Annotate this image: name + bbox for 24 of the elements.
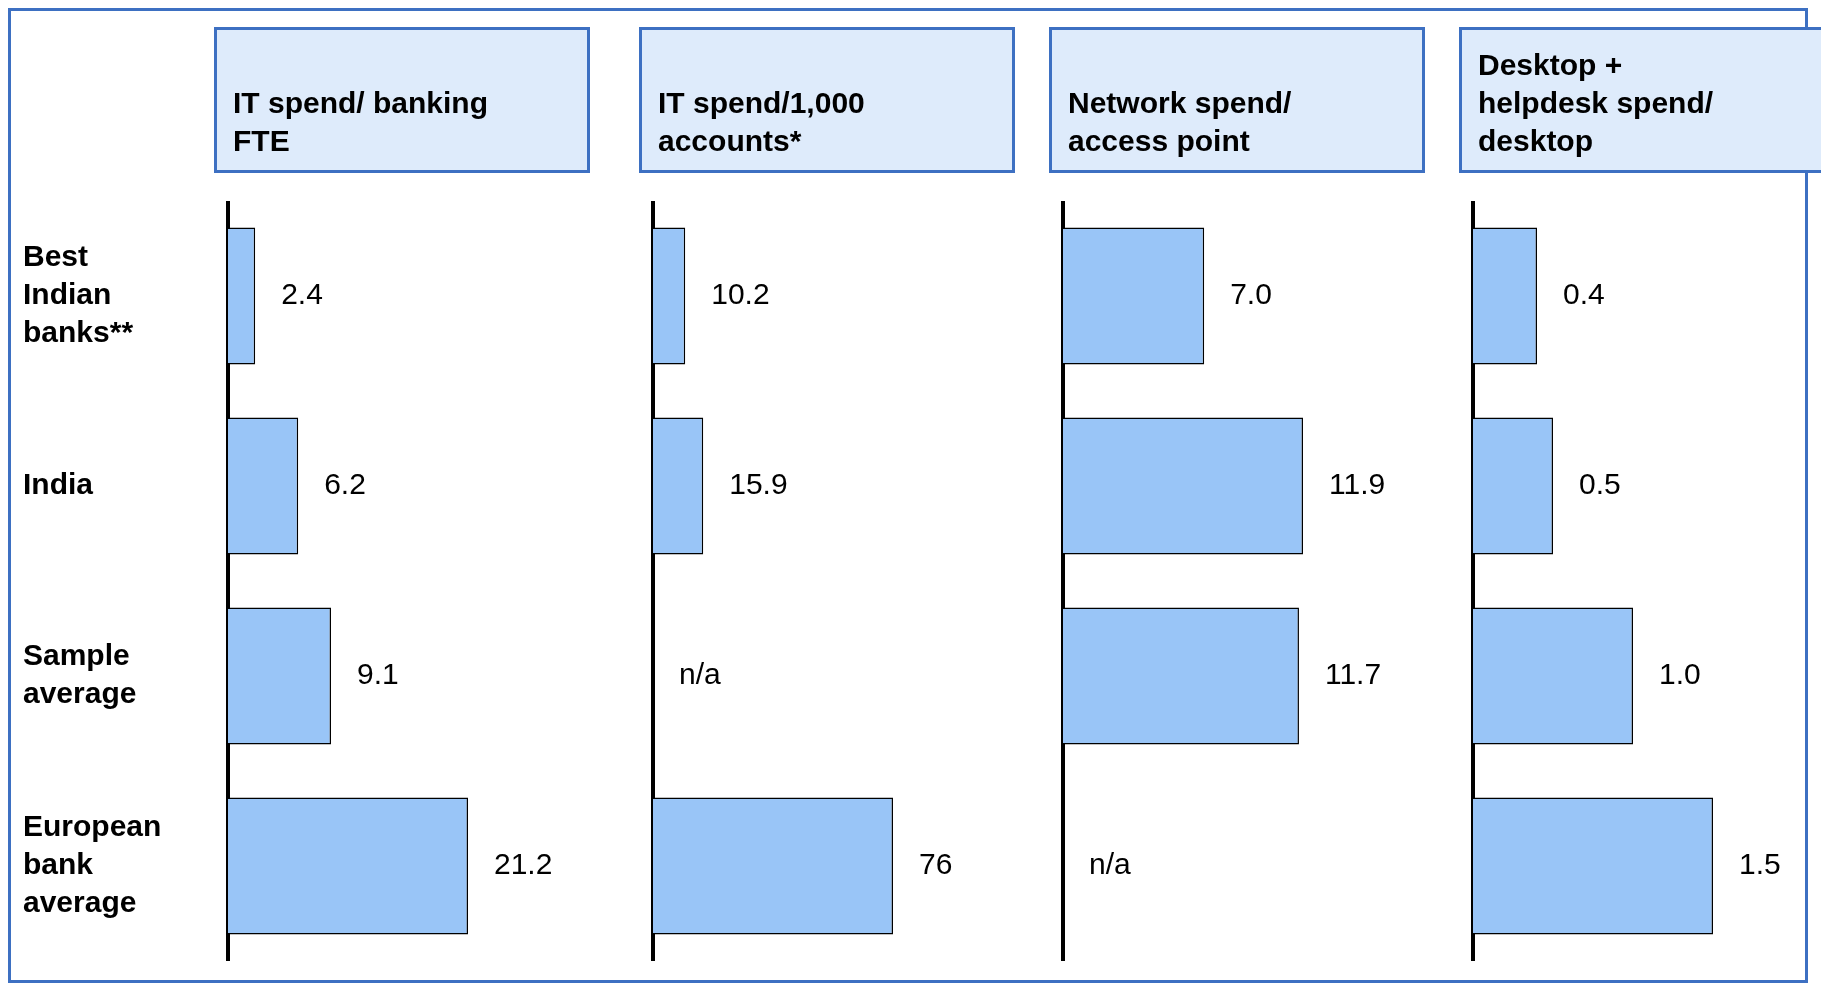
chart-title: IT spend/1,000 accounts* <box>658 85 866 159</box>
data-label: 10.2 <box>711 277 770 311</box>
y-tick-label: European bank average <box>23 809 162 919</box>
data-label: 76 <box>919 847 953 881</box>
data-label: 21.2 <box>494 847 553 881</box>
data-label: 1.0 <box>1659 657 1701 691</box>
chart-title: Network spend/ access point <box>1068 85 1293 159</box>
data-label: 11.7 <box>1324 657 1382 691</box>
y-tick-label: Sample average <box>23 638 137 710</box>
data-label: 15.9 <box>729 467 788 501</box>
data-label: 11.9 <box>1329 467 1386 501</box>
data-label: 7.0 <box>1230 277 1272 311</box>
data-label: 9.1 <box>357 657 399 691</box>
chart-title: IT spend/ banking FTE <box>233 85 489 159</box>
text: n/a <box>1089 847 1131 881</box>
text: n/a <box>679 657 721 691</box>
data-label: 1.5 <box>1739 847 1781 881</box>
data-label: 0.5 <box>1579 467 1621 501</box>
data-label: 6.2 <box>324 467 366 501</box>
data-label: 2.4 <box>281 277 323 311</box>
y-tick-label: India <box>23 467 94 501</box>
data-label: 0.4 <box>1563 277 1605 311</box>
chart-title: Desktop + helpdesk spend/ desktop <box>1478 47 1715 159</box>
y-tick-label: Best Indian banks** <box>23 239 134 349</box>
